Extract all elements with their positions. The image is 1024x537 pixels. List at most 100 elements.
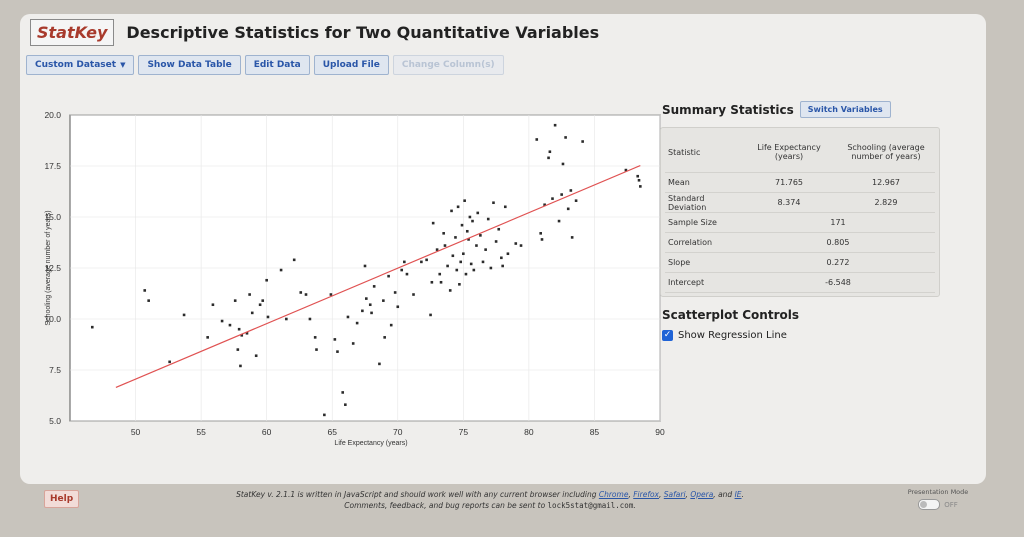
- slope-value: 0.272: [741, 252, 935, 273]
- presentation-mode: Presentation Mode OFF: [903, 488, 973, 510]
- chrome-link[interactable]: Chrome: [598, 490, 629, 499]
- data-point: [237, 327, 241, 331]
- data-point: [547, 156, 550, 160]
- presentation-mode-toggle[interactable]: OFF: [903, 499, 973, 510]
- x-tick-label: 85: [590, 427, 600, 437]
- data-point: [233, 299, 237, 302]
- data-point: [489, 266, 493, 270]
- toggle-knob: [920, 501, 928, 508]
- data-point: [315, 348, 318, 351]
- data-point: [363, 264, 367, 268]
- data-point: [539, 232, 542, 235]
- opera-link[interactable]: Opera: [690, 490, 714, 499]
- table-row: Intercept -6.548: [665, 272, 935, 293]
- data-point: [484, 248, 487, 251]
- edit-data-button[interactable]: Edit Data: [244, 55, 310, 75]
- mean-x-value: 71.765: [741, 172, 837, 193]
- table-row: Sample Size 171: [665, 212, 935, 233]
- data-point: [560, 193, 563, 196]
- data-point: [570, 236, 574, 239]
- x-tick-label: 50: [131, 427, 141, 437]
- table-row: Slope 0.272: [665, 252, 935, 273]
- statkey-logo[interactable]: StatKey: [30, 19, 115, 46]
- x-tick-label: 60: [262, 427, 272, 437]
- data-point: [472, 268, 476, 272]
- show-data-table-button[interactable]: Show Data Table: [138, 55, 241, 75]
- data-point: [382, 299, 385, 302]
- x-tick-label: 55: [196, 427, 206, 437]
- header-y-var: Schooling (average number of years): [837, 132, 935, 173]
- data-point: [351, 342, 355, 345]
- data-point: [346, 315, 350, 319]
- y-tick-label: 12.5: [44, 263, 61, 273]
- footer-text: StatKey v. 2.1.1 is written in JavaScrip…: [236, 490, 597, 499]
- data-point: [412, 293, 415, 296]
- scatterplot: 20.0 17.5 15.0 12.5 10.0 7.5 5.0 50 55 60 65 70 75 8…: [44, 110, 665, 447]
- data-point: [435, 248, 439, 251]
- data-point: [465, 229, 469, 233]
- data-point: [497, 227, 501, 231]
- data-point: [245, 331, 249, 335]
- data-point: [372, 285, 376, 288]
- show-regression-checkbox[interactable]: ✓: [662, 330, 673, 341]
- show-regression-toggle[interactable]: ✓ Show Regression Line: [662, 330, 799, 341]
- safari-link[interactable]: Safari: [663, 490, 686, 499]
- data-point: [90, 325, 94, 329]
- row-label: Sample Size: [665, 212, 741, 233]
- contact-email[interactable]: lock5stat@gmail.com: [547, 501, 634, 510]
- data-point: [211, 303, 215, 307]
- page-title: Descriptive Statistics for Two Quantitat…: [126, 23, 600, 42]
- data-point: [471, 219, 474, 223]
- data-point: [344, 403, 347, 406]
- data-point: [501, 264, 504, 268]
- chevron-down-icon: ▼: [120, 61, 126, 69]
- data-point: [333, 338, 337, 341]
- y-tick-label: 15.0: [44, 212, 61, 222]
- footer-line-1: StatKey v. 2.1.1 is written in JavaScrip…: [236, 490, 744, 499]
- data-point: [308, 317, 312, 321]
- firefox-link[interactable]: Firefox: [633, 490, 659, 499]
- table-header-row: Statistic Life Expectancy (years) School…: [665, 132, 935, 173]
- data-point: [450, 209, 453, 213]
- data-point: [206, 336, 209, 339]
- data-point: [574, 199, 578, 202]
- data-point: [431, 221, 435, 225]
- data-point: [551, 197, 554, 200]
- x-tick-label: 70: [393, 427, 403, 437]
- switch-variables-button[interactable]: Switch Variables: [799, 101, 891, 118]
- data-point: [460, 223, 464, 227]
- data-point: [147, 299, 150, 302]
- show-regression-label[interactable]: Show Regression Line: [678, 330, 787, 341]
- toggle-track[interactable]: [918, 499, 941, 510]
- change-columns-button: Change Column(s): [392, 55, 504, 75]
- upload-file-button[interactable]: Upload File: [313, 55, 389, 75]
- custom-dataset-dropdown[interactable]: Custom Dataset ▼: [26, 55, 135, 75]
- toolbar: Custom Dataset ▼ Show Data Table Edit Dat…: [26, 55, 504, 75]
- data-point: [448, 289, 452, 292]
- ie-link[interactable]: IE: [734, 490, 742, 499]
- data-point: [458, 283, 461, 286]
- data-point: [535, 138, 539, 141]
- data-point: [451, 254, 455, 258]
- data-point: [468, 215, 472, 219]
- data-point: [486, 217, 490, 221]
- data-point: [439, 280, 443, 284]
- data-point: [637, 178, 641, 182]
- y-axis-label: Schooling (average number of years): [45, 210, 52, 325]
- row-label: Slope: [665, 252, 741, 273]
- row-label: Standard Deviation: [665, 192, 741, 213]
- table-row: Standard Deviation 8.374 2.829: [665, 192, 935, 213]
- help-button[interactable]: Help: [44, 490, 80, 508]
- data-point: [258, 303, 262, 307]
- data-point: [383, 336, 386, 339]
- data-point: [405, 272, 409, 276]
- x-tick-label: 65: [327, 427, 337, 437]
- data-point: [387, 274, 390, 278]
- presentation-mode-label: Presentation Mode: [907, 488, 969, 496]
- data-point: [368, 303, 372, 307]
- data-point: [455, 268, 459, 272]
- data-point: [285, 317, 288, 321]
- data-point: [430, 280, 434, 284]
- data-point: [467, 238, 470, 241]
- x-tick-label: 80: [524, 427, 534, 437]
